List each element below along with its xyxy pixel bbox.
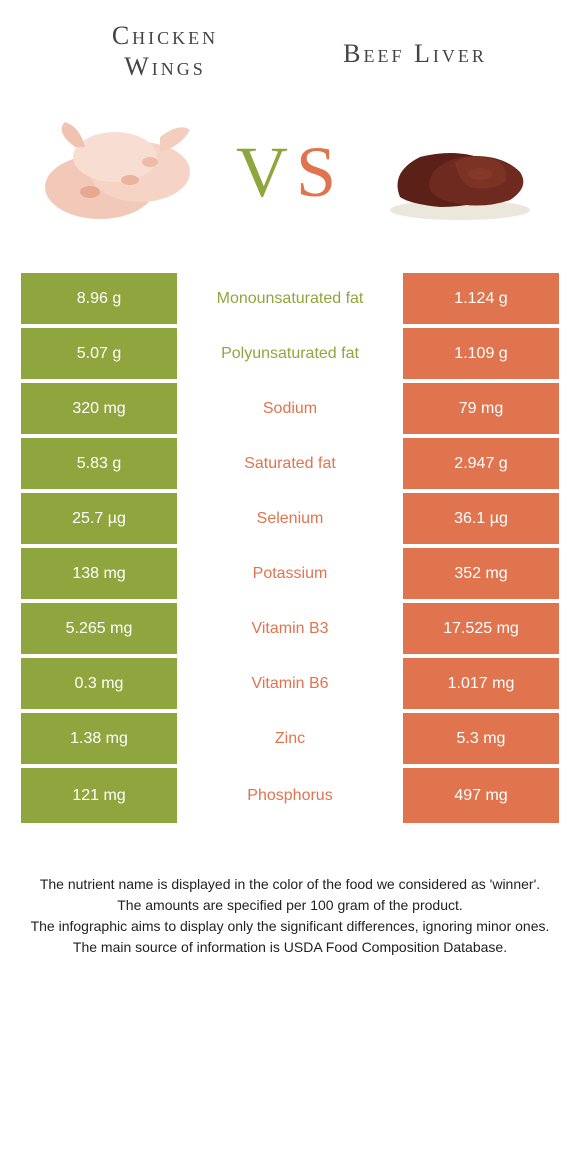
value-left: 5.07 g [21, 328, 181, 379]
value-right: 36.1 µg [399, 493, 559, 544]
value-right: 352 mg [399, 548, 559, 599]
chicken-wings-image [30, 102, 210, 242]
value-right: 1.017 mg [399, 658, 559, 709]
value-right: 1.109 g [399, 328, 559, 379]
value-right: 5.3 mg [399, 713, 559, 764]
title-right: Beef Liver [290, 20, 540, 69]
nutrient-label: Vitamin B6 [181, 658, 399, 709]
hero-row: VS [0, 92, 580, 272]
footnote-line: The infographic aims to display only the… [30, 916, 550, 937]
footnote-line: The amounts are specified per 100 gram o… [30, 895, 550, 916]
table-row: 5.07 gPolyunsaturated fat1.109 g [21, 328, 559, 383]
value-right: 17.525 mg [399, 603, 559, 654]
table-row: 5.83 gSaturated fat2.947 g [21, 438, 559, 493]
nutrient-label: Sodium [181, 383, 399, 434]
table-row: 5.265 mgVitamin B317.525 mg [21, 603, 559, 658]
table-row: 0.3 mgVitamin B61.017 mg [21, 658, 559, 713]
value-right: 2.947 g [399, 438, 559, 489]
nutrient-label: Saturated fat [181, 438, 399, 489]
table-row: 25.7 µgSelenium36.1 µg [21, 493, 559, 548]
value-left: 121 mg [21, 768, 181, 823]
value-left: 8.96 g [21, 273, 181, 324]
value-left: 320 mg [21, 383, 181, 434]
table-row: 8.96 gMonounsaturated fat1.124 g [21, 273, 559, 328]
table-row: 121 mgPhosphorus497 mg [21, 768, 559, 823]
nutrient-label: Potassium [181, 548, 399, 599]
value-left: 5.83 g [21, 438, 181, 489]
footnote-line: The nutrient name is displayed in the co… [30, 874, 550, 895]
nutrient-label: Monounsaturated fat [181, 273, 399, 324]
value-right: 497 mg [399, 768, 559, 823]
beef-liver-image [370, 102, 550, 242]
footnote: The nutrient name is displayed in the co… [30, 874, 550, 958]
footnote-line: The main source of information is USDA F… [30, 937, 550, 958]
title-left-line1: Chicken [40, 20, 290, 51]
table-row: 138 mgPotassium352 mg [21, 548, 559, 603]
value-left: 1.38 mg [21, 713, 181, 764]
nutrient-label: Zinc [181, 713, 399, 764]
value-left: 25.7 µg [21, 493, 181, 544]
vs-s: S [296, 131, 344, 214]
table-row: 1.38 mgZinc5.3 mg [21, 713, 559, 768]
nutrient-label: Polyunsaturated fat [181, 328, 399, 379]
table-row: 320 mgSodium79 mg [21, 383, 559, 438]
comparison-table: 8.96 gMonounsaturated fat1.124 g5.07 gPo… [20, 272, 560, 824]
value-right: 79 mg [399, 383, 559, 434]
vs-label: VS [236, 131, 344, 214]
nutrient-label: Selenium [181, 493, 399, 544]
value-left: 138 mg [21, 548, 181, 599]
value-right: 1.124 g [399, 273, 559, 324]
header: Chicken Wings Beef Liver [0, 0, 580, 92]
vs-v: V [236, 131, 296, 214]
title-left: Chicken Wings [40, 20, 290, 82]
nutrient-label: Phosphorus [181, 768, 399, 823]
value-left: 0.3 mg [21, 658, 181, 709]
value-left: 5.265 mg [21, 603, 181, 654]
title-left-line2: Wings [40, 51, 290, 82]
nutrient-label: Vitamin B3 [181, 603, 399, 654]
